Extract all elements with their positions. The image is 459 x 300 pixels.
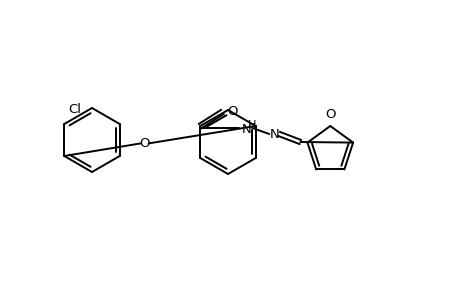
Text: O: O <box>139 137 150 150</box>
Text: N: N <box>241 122 251 136</box>
Text: O: O <box>325 108 335 121</box>
Text: Cl: Cl <box>68 103 81 116</box>
Text: H: H <box>247 120 256 130</box>
Text: N: N <box>269 128 279 140</box>
Text: O: O <box>227 104 237 118</box>
